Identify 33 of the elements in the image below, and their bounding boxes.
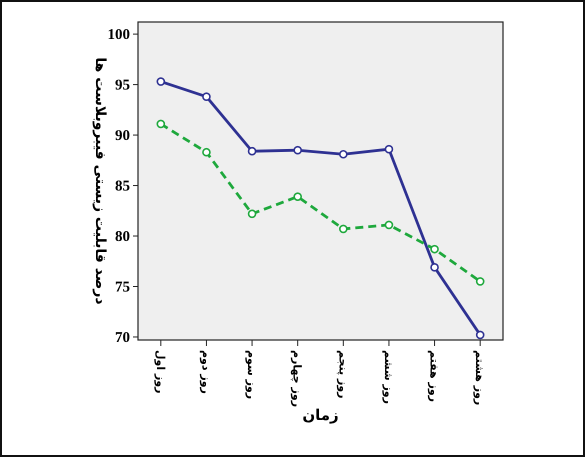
point: [384, 144, 394, 154]
point: [248, 210, 256, 218]
point: [476, 330, 484, 340]
point: [156, 120, 166, 128]
point: [430, 263, 439, 272]
x-tick-label: روز سوم: [245, 350, 258, 400]
point: [202, 148, 211, 157]
point: [293, 146, 302, 155]
point: [293, 192, 302, 201]
y-tick-label: 100: [108, 27, 130, 44]
y-tick-label: 75: [115, 279, 130, 296]
point: [248, 146, 256, 156]
y-tick-label: 70: [115, 330, 130, 346]
y-axis-title: درصد قابلیت زیستی فیبروبلاست ها: [92, 57, 108, 305]
y-tick-label: 80: [115, 229, 130, 246]
x-tick-label: روز چهارم: [290, 350, 304, 408]
x-tick-label: روز دوم: [199, 350, 212, 394]
x-tick-label: روز هفتم: [428, 350, 441, 402]
point: [476, 277, 484, 286]
x-tick-label: روز پنجم: [336, 350, 350, 399]
x-tick-label: روز هشتم: [473, 350, 486, 406]
y-tick-label: 90: [115, 128, 130, 144]
point: [339, 224, 348, 234]
point: [156, 77, 166, 86]
y-tick-label: 85: [115, 178, 130, 195]
point: [384, 220, 394, 230]
x-tick-label: روز ششم: [382, 350, 395, 404]
point: [202, 92, 211, 102]
y-tick-label: 95: [115, 78, 130, 94]
point: [430, 244, 439, 254]
point: [339, 150, 348, 159]
x-axis-title: زمان: [302, 406, 339, 424]
x-tick-label: روز اول: [154, 350, 167, 394]
